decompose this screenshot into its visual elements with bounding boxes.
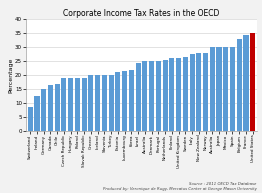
Bar [203, 53, 208, 131]
Bar [230, 47, 235, 131]
Bar [61, 78, 67, 131]
Bar [196, 53, 201, 131]
Title: Corporate Income Tax Rates in the OECD: Corporate Income Tax Rates in the OECD [63, 9, 220, 18]
Bar [162, 60, 168, 131]
Bar [68, 78, 73, 131]
Text: Source : 2011 OECD Tax Database
Produced by: Veronique de Rugy, Mercatus Center : Source : 2011 OECD Tax Database Produced… [103, 182, 257, 191]
Bar [149, 61, 154, 131]
Bar [223, 47, 228, 131]
Bar [35, 96, 40, 131]
Bar [135, 63, 141, 131]
Bar [237, 39, 242, 131]
Bar [48, 85, 53, 131]
Bar [41, 89, 46, 131]
Bar [122, 71, 127, 131]
Bar [169, 58, 174, 131]
Bar [183, 57, 188, 131]
Bar [88, 75, 94, 131]
Bar [210, 47, 215, 131]
Bar [115, 72, 121, 131]
Bar [176, 58, 181, 131]
Bar [95, 75, 100, 131]
Bar [102, 75, 107, 131]
Bar [55, 84, 60, 131]
Bar [216, 47, 222, 131]
Bar [243, 35, 248, 131]
Y-axis label: Percentage: Percentage [8, 58, 13, 93]
Bar [129, 70, 134, 131]
Bar [142, 61, 148, 131]
Bar [156, 61, 161, 131]
Bar [75, 78, 80, 131]
Bar [82, 78, 87, 131]
Bar [109, 75, 114, 131]
Bar [189, 54, 195, 131]
Bar [250, 33, 255, 131]
Bar [28, 108, 33, 131]
